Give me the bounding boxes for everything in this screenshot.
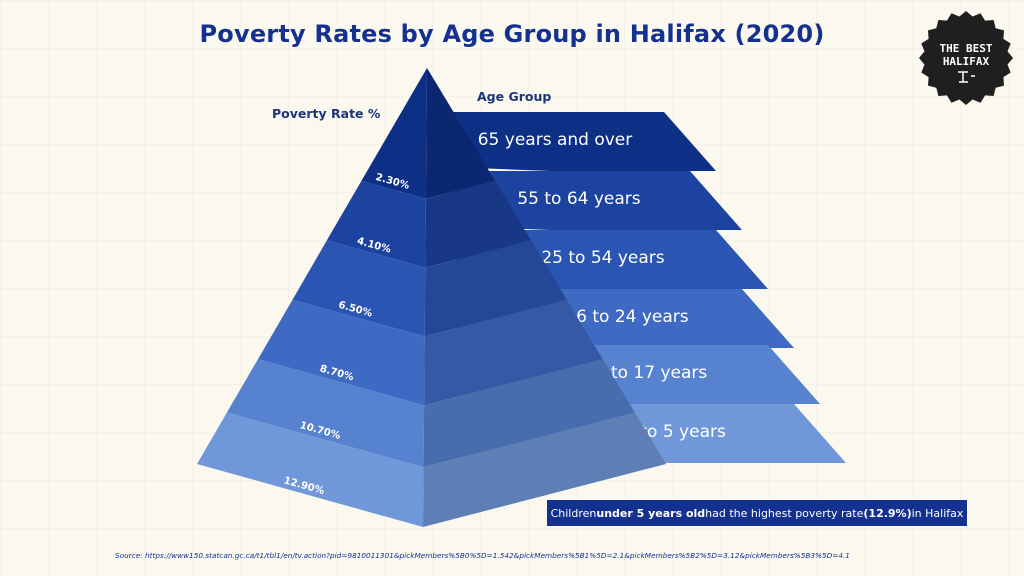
svg-text:THE BEST: THE BEST: [940, 42, 993, 55]
age-group-label: 6 to 17 years: [595, 363, 708, 383]
the-best-halifax-logo: THE BEST HALIFAX: [919, 11, 1013, 105]
pyramid-tier-left-face: [361, 68, 427, 199]
svg-text:HALIFAX: HALIFAX: [943, 55, 990, 68]
highlight-callout: Children under 5 years old had the highe…: [547, 500, 967, 526]
pyramid-tier-left-face: [197, 412, 424, 527]
age-group-ribbon: [450, 112, 716, 171]
age-group-ribbon: [453, 171, 742, 230]
age-group-label: 25 to 54 years: [541, 248, 664, 268]
age-group-label: 55 to 64 years: [517, 189, 640, 209]
pyramid-tier-right-face: [425, 68, 496, 199]
callout-text-2: under 5 years old: [596, 506, 706, 520]
pyramid-tier-right-face: [423, 359, 635, 468]
pyramid-tier-right-face: [424, 299, 603, 406]
pyramid-tier-right-face: [424, 240, 567, 337]
pyramid-tier-left-face: [292, 240, 426, 337]
left-axis-label: Poverty Rate %: [272, 106, 381, 121]
pyramid-tier-right-face: [423, 412, 666, 527]
pyramid-tier-left-face: [326, 180, 426, 268]
pyramid-tier-right-face: [425, 180, 531, 268]
pyramid-tier-left-face: [258, 299, 425, 406]
age-group-label: 65 years and over: [478, 130, 633, 150]
right-axis-label: Age Group: [477, 89, 551, 104]
age-group-label: 16 to 24 years: [565, 307, 688, 327]
pyramid-tier-left-face: [226, 359, 425, 468]
callout-text-4: (12.9%): [863, 506, 912, 520]
callout-text-1: Children: [550, 506, 597, 520]
callout-text-3: had the highest poverty rate: [705, 506, 864, 520]
source-citation: Source: https://www150.statcan.gc.ca/t1/…: [115, 551, 850, 560]
callout-text-5: in Halifax: [911, 506, 964, 520]
chart-title: Poverty Rates by Age Group in Halifax (2…: [199, 20, 825, 48]
